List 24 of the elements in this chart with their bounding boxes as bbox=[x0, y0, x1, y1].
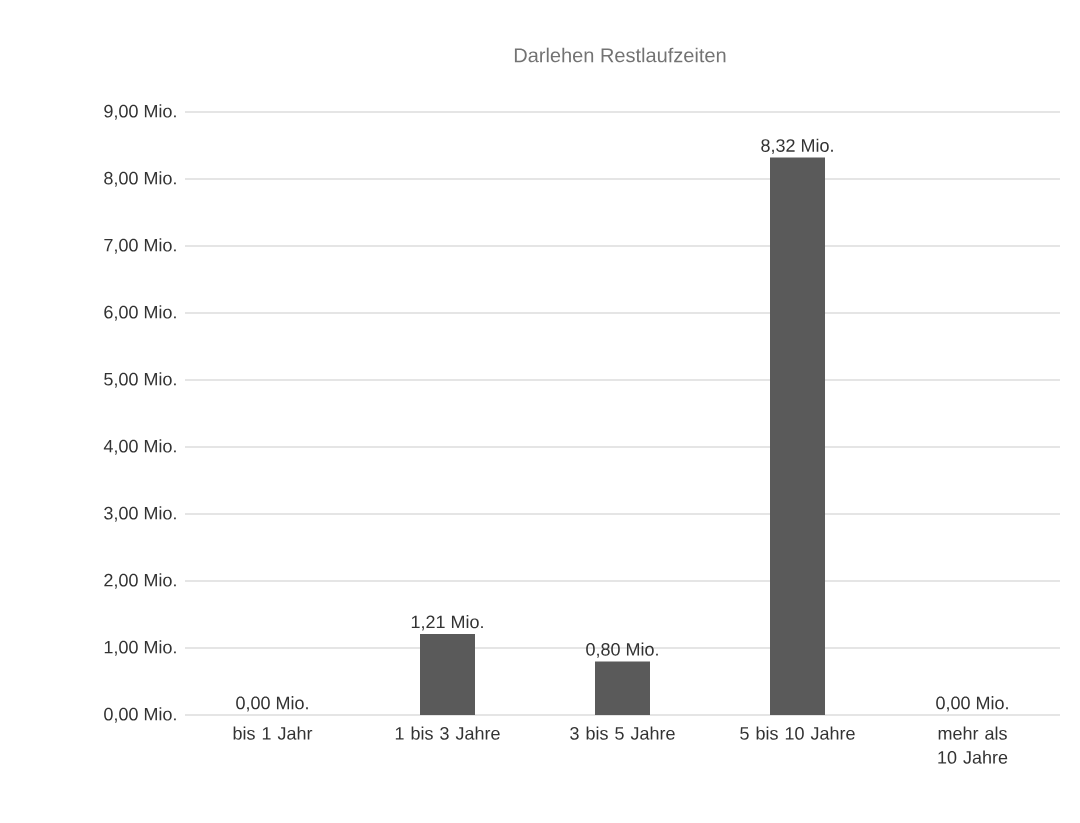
y-tick-label: 5,00 Mio. bbox=[104, 372, 176, 388]
y-tick-label: 3,00 Mio. bbox=[104, 506, 176, 522]
bar bbox=[595, 661, 650, 715]
y-tick-label: 4,00 Mio. bbox=[103, 439, 176, 455]
x-tick-label: 1 bis 3 Jahre bbox=[395, 726, 500, 740]
bar bbox=[770, 157, 825, 715]
x-tick-label: mehr als 10 Jahre bbox=[938, 726, 1008, 764]
y-tick-label: 0,00 Mio. bbox=[104, 707, 176, 723]
y-tick-label: 8,00 Mio. bbox=[104, 171, 176, 187]
chart-title: Darlehen Restlaufzeiten bbox=[514, 47, 726, 63]
x-tick-label: bis 1 Jahr bbox=[233, 726, 313, 740]
y-tick-label: 7,00 Mio. bbox=[104, 238, 176, 254]
y-tick-label: 2,00 Mio. bbox=[104, 573, 176, 589]
data-label: 0,00 Mio. bbox=[936, 696, 1008, 712]
bar bbox=[420, 633, 475, 715]
data-label: 8,32 Mio. bbox=[761, 138, 833, 155]
data-label: 1,21 Mio. bbox=[411, 615, 483, 631]
x-tick-label: 5 bis 10 Jahre bbox=[740, 726, 855, 740]
y-tick-label: 9,00 Mio. bbox=[104, 104, 176, 120]
data-label: 0,00 Mio. bbox=[236, 696, 308, 712]
y-tick-label: 6,00 Mio. bbox=[104, 305, 176, 321]
x-tick-label: 3 bis 5 Jahre bbox=[570, 726, 675, 740]
data-label: 0,80 Mio. bbox=[586, 642, 658, 658]
y-tick-label: 1,00 Mio. bbox=[104, 640, 176, 656]
